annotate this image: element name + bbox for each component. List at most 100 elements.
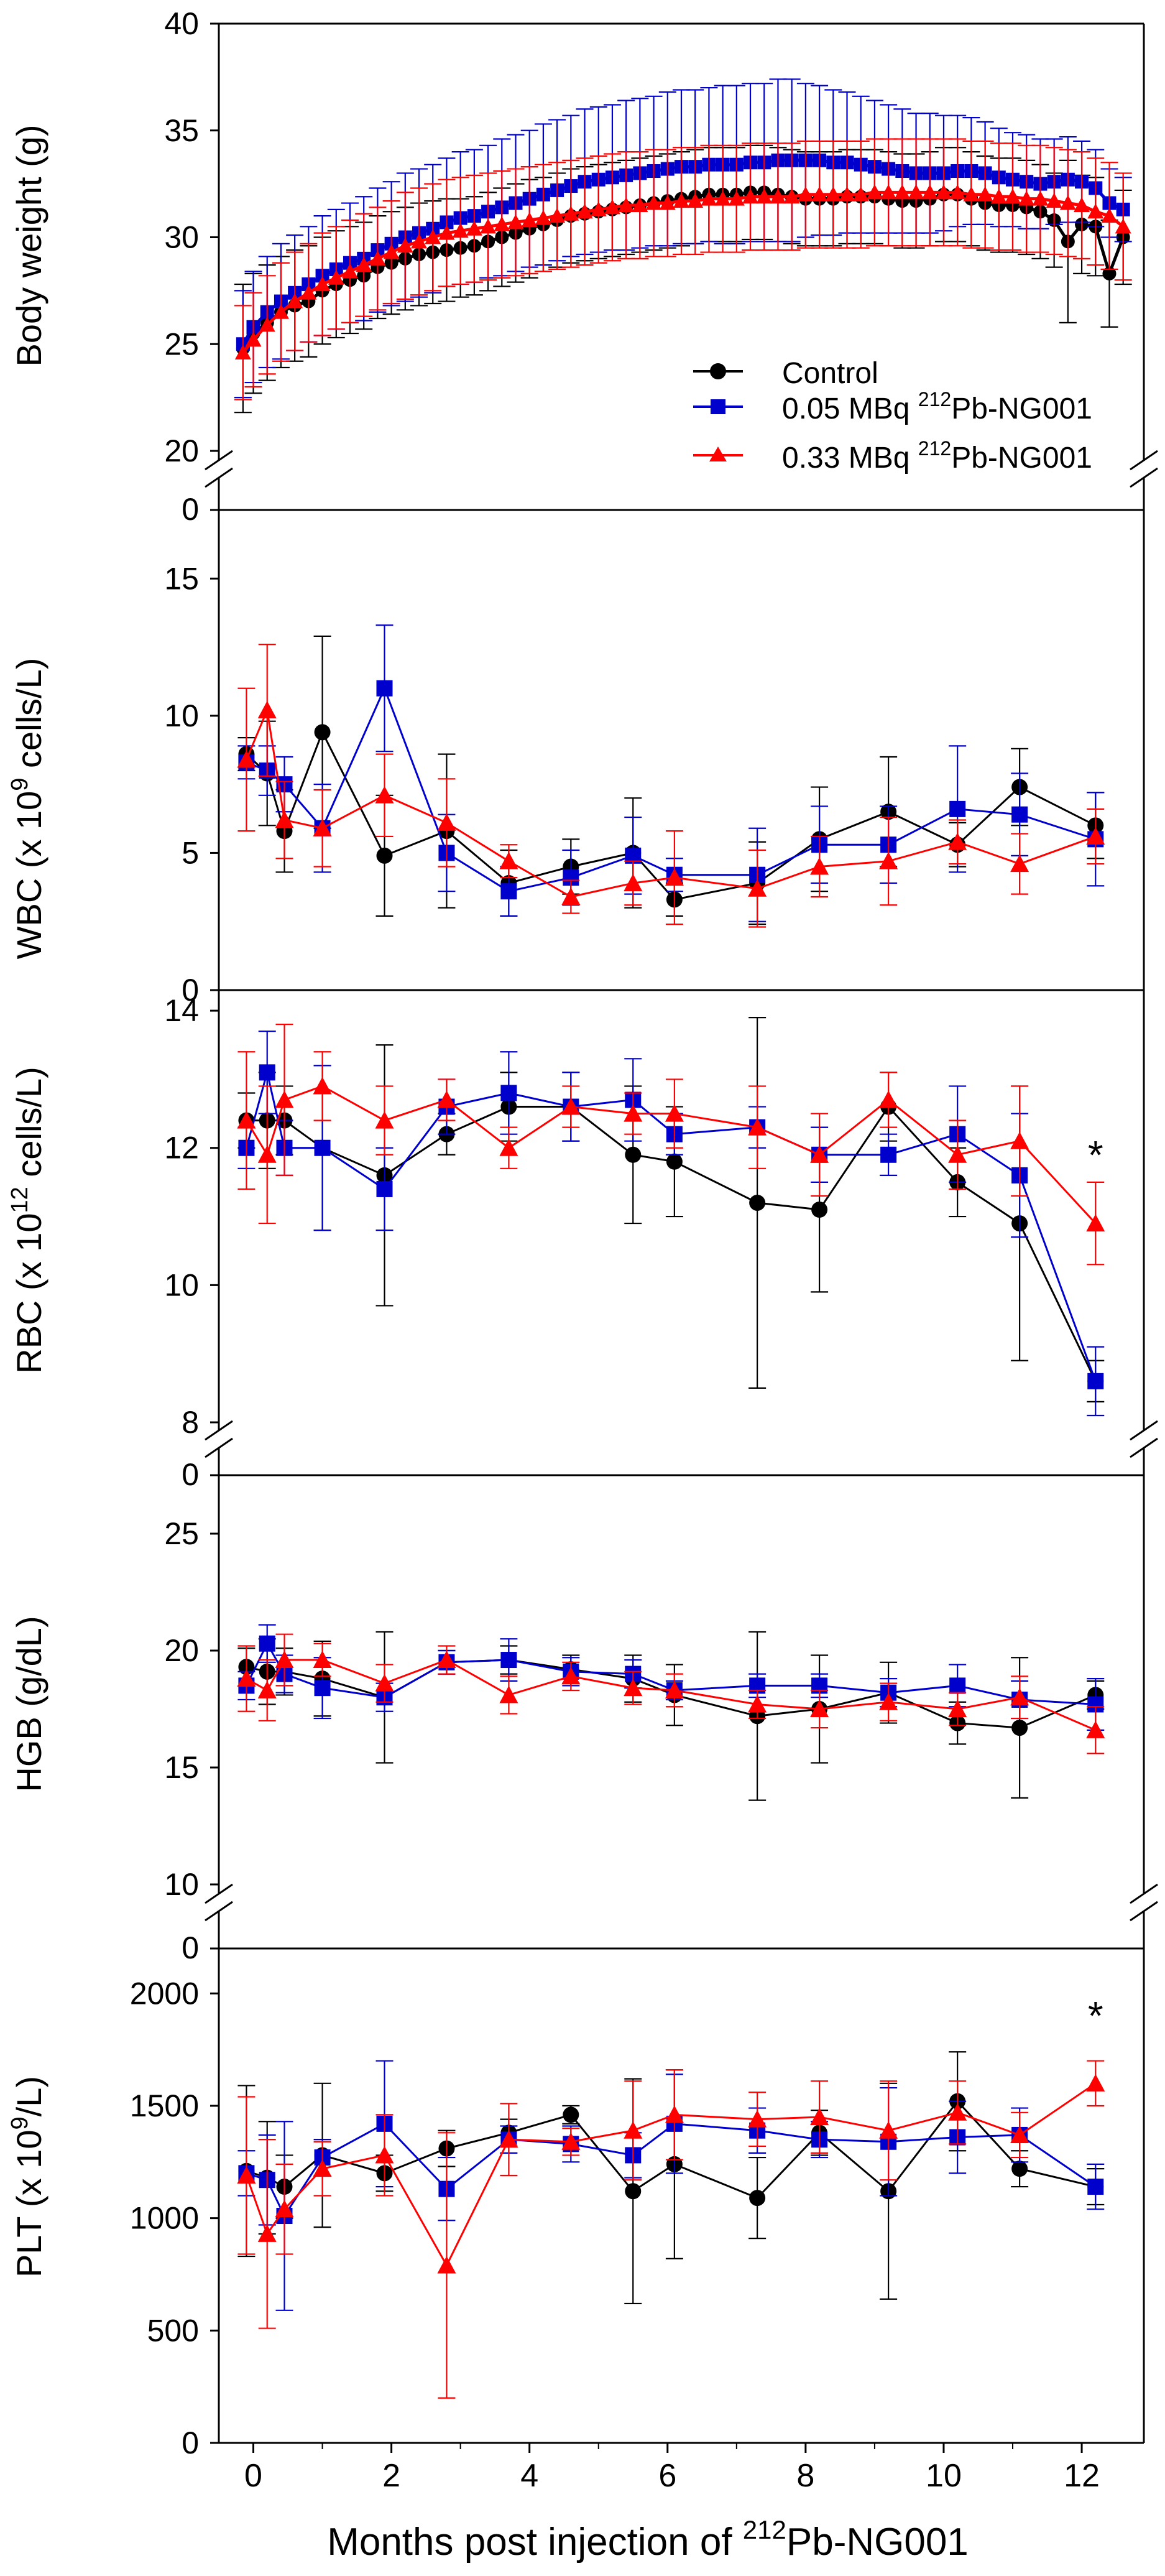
- point: [499, 851, 518, 869]
- series-control: [237, 2051, 1105, 2305]
- x-tick-label: 8: [796, 2458, 814, 2494]
- point: [437, 813, 456, 831]
- point: [949, 1677, 966, 1694]
- point: [770, 188, 786, 204]
- point: [1101, 208, 1118, 223]
- axis-break-mark: [205, 1901, 233, 1922]
- point: [687, 193, 704, 208]
- point: [1086, 827, 1105, 845]
- point: [748, 1118, 767, 1136]
- series-high-dose: [237, 1633, 1105, 1754]
- series-line: [246, 1085, 1097, 1225]
- hgb-y-ticks: 0 10 15 20 25: [164, 1516, 219, 1965]
- point: [1115, 218, 1131, 234]
- point: [1102, 266, 1117, 280]
- point: [1010, 2125, 1029, 2143]
- point: [948, 1145, 967, 1163]
- y-tick-label: 8: [182, 1405, 199, 1440]
- x-tick-label: 6: [658, 2458, 676, 2494]
- plt-y-ticks: 0 500 1000 1500 2000: [130, 1976, 219, 2460]
- point: [1086, 1720, 1105, 1738]
- x-tick-label: 10: [926, 2458, 962, 2494]
- y-tick-label: 25: [164, 1516, 199, 1551]
- axis-break-mark: [205, 1883, 233, 1904]
- point: [1087, 1373, 1104, 1389]
- panel-hgb: HGB (g/dL) 0 10 15 20 25: [9, 1475, 1158, 1965]
- point: [313, 1651, 332, 1669]
- body-weight-y-axis-label: Body weight (g): [9, 124, 48, 366]
- y-tick-label: 12: [164, 1131, 199, 1165]
- point: [300, 284, 317, 300]
- plt-y-axis-label: PLT (x 109/L): [7, 2076, 48, 2277]
- point: [714, 190, 731, 206]
- point: [908, 184, 924, 200]
- series-high-dose: [234, 138, 1132, 401]
- point: [500, 1085, 517, 1101]
- point: [328, 269, 344, 285]
- point: [935, 184, 952, 200]
- point: [561, 2132, 581, 2150]
- wbc-y-axis-label: WBC (x 109 cells/L): [7, 658, 48, 960]
- point: [839, 186, 855, 202]
- point: [879, 2121, 898, 2139]
- point: [234, 344, 251, 359]
- point: [749, 1194, 766, 1211]
- point: [1011, 1720, 1028, 1736]
- significance-asterisk: *: [1088, 1133, 1103, 1177]
- point: [563, 205, 579, 221]
- series-line: [246, 730, 1096, 901]
- series-line: [246, 1641, 1096, 1705]
- point: [499, 1685, 518, 1703]
- wbc-y-ticks: 0 5 10 15: [164, 561, 219, 1008]
- point: [356, 257, 372, 272]
- point: [748, 1695, 767, 1713]
- point: [375, 2146, 394, 2164]
- body-weight-y-ticks: 0 20 25 30 35 40: [164, 6, 219, 527]
- point: [494, 216, 510, 231]
- series-low-dose: [237, 2060, 1105, 2311]
- point: [880, 1146, 897, 1163]
- point: [521, 212, 538, 228]
- y-tick-label: 1000: [130, 2201, 199, 2236]
- y-tick-label: 30: [164, 220, 199, 255]
- point: [259, 1064, 275, 1081]
- point: [437, 1090, 456, 1108]
- point: [749, 2190, 766, 2207]
- point: [500, 883, 517, 900]
- point: [811, 1202, 828, 1218]
- point: [397, 238, 413, 253]
- series-line: [246, 1659, 1096, 1729]
- y-tick-label: 40: [164, 6, 199, 41]
- panel-rbc: RBC (x 1012 cells/L) 0 8 10 12 14 *: [7, 990, 1158, 1492]
- point: [411, 233, 428, 249]
- y-tick-label: 1500: [130, 2088, 199, 2123]
- point: [756, 188, 773, 204]
- point: [314, 1680, 331, 1697]
- point: [452, 223, 469, 238]
- point: [963, 186, 980, 202]
- point: [624, 873, 643, 891]
- point: [624, 1679, 643, 1697]
- point: [237, 2166, 256, 2184]
- point: [259, 1635, 275, 1652]
- point: [880, 184, 897, 200]
- body-weight-plot-area: [205, 22, 1158, 511]
- point: [1087, 2179, 1104, 2195]
- point: [272, 303, 289, 319]
- point: [1010, 1688, 1029, 1706]
- series-line: [246, 2082, 1097, 2268]
- point: [618, 197, 635, 212]
- point: [811, 186, 828, 202]
- point: [507, 214, 524, 229]
- point: [977, 186, 993, 202]
- y-tick-label: 10: [164, 1867, 199, 1902]
- point: [275, 1090, 294, 1108]
- point: [625, 2183, 642, 2200]
- series-line: [246, 1659, 1096, 1731]
- point: [561, 1097, 581, 1115]
- point: [563, 2106, 579, 2123]
- y-tick-label: 5: [182, 835, 199, 870]
- point: [437, 1651, 456, 1669]
- point: [665, 2105, 684, 2123]
- y-tick-label: 20: [164, 433, 199, 468]
